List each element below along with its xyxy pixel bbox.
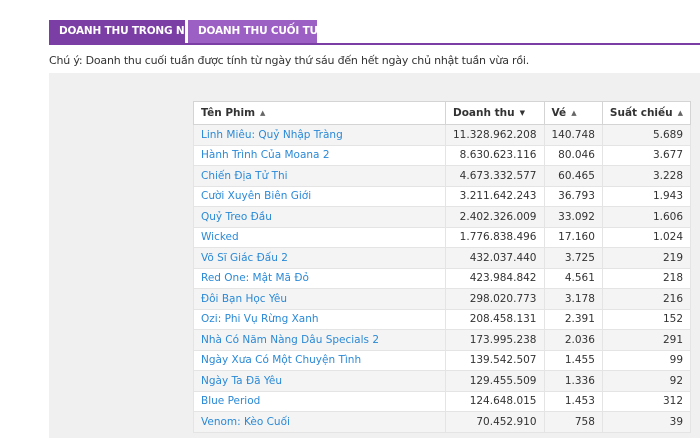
shows-cell: 5.689 xyxy=(601,124,692,146)
revenue-cell: 4.673.332.577 xyxy=(445,165,545,187)
shows-cell: 152 xyxy=(601,308,692,330)
tickets-cell: 33.092 xyxy=(543,206,603,228)
tickets-cell: 17.160 xyxy=(543,226,603,248)
table-body: Linh Miêu: Quỷ Nhập Tràng 11.328.962.208 1… xyxy=(193,124,692,433)
table-row: Linh Miêu: Quỷ Nhập Tràng 11.328.962.208 1… xyxy=(193,124,692,146)
movie-title-link[interactable]: Nhà Có Năm Nàng Dâu Specials 2 xyxy=(193,329,446,351)
revenue-cell: 124.648.015 xyxy=(445,390,545,412)
tickets-cell: 1.336 xyxy=(543,370,603,392)
shows-cell: 3.677 xyxy=(601,144,692,166)
shows-cell: 312 xyxy=(601,390,692,412)
table-row: Võ Sĩ Giác Đấu 2 432.037.440 3.725 219 xyxy=(193,247,692,269)
revenue-cell: 423.984.842 xyxy=(445,267,545,289)
column-header-title[interactable]: Tên Phim ▲ xyxy=(193,101,446,125)
tickets-cell: 3.725 xyxy=(543,247,603,269)
sort-asc-icon: ▲ xyxy=(260,109,266,117)
tickets-cell: 2.036 xyxy=(543,329,603,351)
table-row: Nhà Có Năm Nàng Dâu Specials 2 173.995.23… xyxy=(193,329,692,351)
table-row: Quỷ Treo Đầu 2.402.326.009 33.092 1.606 xyxy=(193,206,692,228)
table-row: Ngày Xưa Có Một Chuyện Tình 139.542.507 1.… xyxy=(193,349,692,371)
movie-title-link[interactable]: Võ Sĩ Giác Đấu 2 xyxy=(193,247,446,269)
shows-cell: 218 xyxy=(601,267,692,289)
sort-desc-icon: ▼ xyxy=(519,109,525,117)
column-header-revenue[interactable]: Doanh thu ▼ xyxy=(445,101,545,125)
tickets-cell: 140.748 xyxy=(543,124,603,146)
table-row: Blue Period 124.648.015 1.453 312 xyxy=(193,390,692,412)
tab-daily-revenue[interactable]: DOANH THU TRONG NGÀY xyxy=(49,20,207,43)
revenue-cell: 8.630.623.116 xyxy=(445,144,545,166)
tab-weekend-revenue[interactable]: DOANH THU CUỐI TUẦN xyxy=(188,20,335,43)
shows-cell: 92 xyxy=(601,370,692,392)
shows-cell: 99 xyxy=(601,349,692,371)
shows-cell: 1.943 xyxy=(601,185,692,207)
tickets-cell: 36.793 xyxy=(543,185,603,207)
table-row: Ozi: Phi Vụ Rừng Xanh 208.458.131 2.391 152 xyxy=(193,308,692,330)
tickets-cell: 2.391 xyxy=(543,308,603,330)
movie-title-link[interactable]: Chiến Địa Tử Thi xyxy=(193,165,446,187)
column-header-tickets[interactable]: Vé ▲ xyxy=(543,101,603,125)
revenue-cell: 139.542.507 xyxy=(445,349,545,371)
shows-cell: 1.024 xyxy=(601,226,692,248)
table-row: Ngày Ta Đã Yêu 129.455.509 1.336 92 xyxy=(193,370,692,392)
table-row: Red One: Mật Mã Đỏ 423.984.842 4.561 218 xyxy=(193,267,692,289)
revenue-cell: 208.458.131 xyxy=(445,308,545,330)
shows-cell: 216 xyxy=(601,288,692,310)
revenue-cell: 298.020.773 xyxy=(445,288,545,310)
tickets-cell: 758 xyxy=(543,411,603,433)
tab-bar: DOANH THU TRONG NGÀY DOANH THU CUỐI TUẦN xyxy=(49,20,335,43)
movie-title-link[interactable]: Quỷ Treo Đầu xyxy=(193,206,446,228)
revenue-cell: 3.211.642.243 xyxy=(445,185,545,207)
column-header-label: Tên Phim xyxy=(201,107,256,119)
movie-title-link[interactable]: Cười Xuyên Biên Giới xyxy=(193,185,446,207)
movie-title-link[interactable]: Ozi: Phi Vụ Rừng Xanh xyxy=(193,308,446,330)
tab-underline xyxy=(49,43,700,45)
tickets-cell: 60.465 xyxy=(543,165,603,187)
movie-title-link[interactable]: Linh Miêu: Quỷ Nhập Tràng xyxy=(193,124,446,146)
table-row: Wicked 1.776.838.496 17.160 1.024 xyxy=(193,226,692,248)
column-header-label: Vé xyxy=(551,107,567,119)
shows-cell: 39 xyxy=(601,411,692,433)
movie-title-link[interactable]: Ngày Xưa Có Một Chuyện Tình xyxy=(193,349,446,371)
movie-title-link[interactable]: Đôi Bạn Học Yêu xyxy=(193,288,446,310)
revenue-cell: 1.776.838.496 xyxy=(445,226,545,248)
shows-cell: 219 xyxy=(601,247,692,269)
revenue-cell: 2.402.326.009 xyxy=(445,206,545,228)
shows-cell: 1.606 xyxy=(601,206,692,228)
tickets-cell: 1.453 xyxy=(543,390,603,412)
shows-cell: 3.228 xyxy=(601,165,692,187)
sort-asc-icon: ▲ xyxy=(677,109,684,117)
movie-title-link[interactable]: Wicked xyxy=(193,226,446,248)
revenue-cell: 70.452.910 xyxy=(445,411,545,433)
tickets-cell: 1.455 xyxy=(543,349,603,371)
column-header-label: Doanh thu xyxy=(453,107,515,119)
table-row: Chiến Địa Tử Thi 4.673.332.577 60.465 3.228 xyxy=(193,165,692,187)
movie-title-link[interactable]: Venom: Kèo Cuối xyxy=(193,411,446,433)
movie-title-link[interactable]: Blue Period xyxy=(193,390,446,412)
revenue-cell: 432.037.440 xyxy=(445,247,545,269)
table-row: Đôi Bạn Học Yêu 298.020.773 3.178 216 xyxy=(193,288,692,310)
tickets-cell: 80.046 xyxy=(543,144,603,166)
revenue-cell: 11.328.962.208 xyxy=(445,124,545,146)
column-header-label: Suất chiếu xyxy=(609,107,673,119)
revenue-table: Tên Phim ▲ Doanh thu ▼ Vé ▲ Suất chiếu ▲ Lin… xyxy=(193,101,692,433)
tickets-cell: 3.178 xyxy=(543,288,603,310)
table-row: Venom: Kèo Cuối 70.452.910 758 39 xyxy=(193,411,692,433)
revenue-cell: 173.995.238 xyxy=(445,329,545,351)
revenue-cell: 129.455.509 xyxy=(445,370,545,392)
column-header-shows[interactable]: Suất chiếu ▲ xyxy=(601,101,692,125)
sort-asc-icon: ▲ xyxy=(571,109,577,117)
shows-cell: 291 xyxy=(601,329,692,351)
movie-title-link[interactable]: Red One: Mật Mã Đỏ xyxy=(193,267,446,289)
weekend-note: Chú ý: Doanh thu cuối tuần được tính từ … xyxy=(49,54,530,67)
movie-title-link[interactable]: Ngày Ta Đã Yêu xyxy=(193,370,446,392)
movie-title-link[interactable]: Hành Trình Của Moana 2 xyxy=(193,144,446,166)
tickets-cell: 4.561 xyxy=(543,267,603,289)
table-row: Hành Trình Của Moana 2 8.630.623.116 80.04… xyxy=(193,144,692,166)
table-row: Cười Xuyên Biên Giới 3.211.642.243 36.793 1… xyxy=(193,185,692,207)
table-header-row: Tên Phim ▲ Doanh thu ▼ Vé ▲ Suất chiếu ▲ xyxy=(193,101,692,125)
